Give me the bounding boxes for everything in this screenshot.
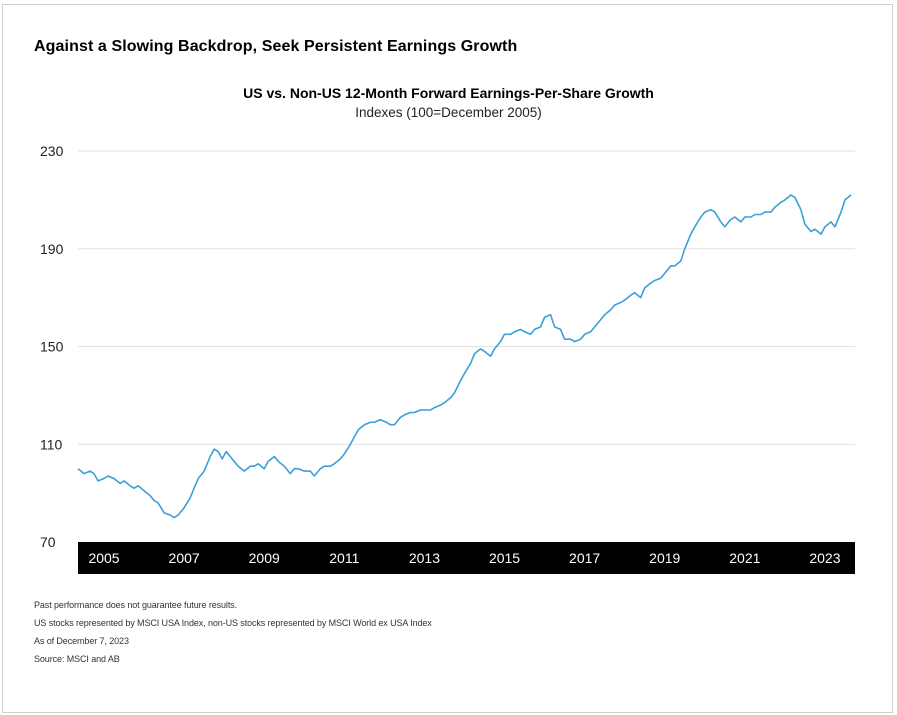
y-tick-label: 110 bbox=[40, 436, 63, 452]
series-line bbox=[77, 194, 852, 519]
x-tick-label: 2023 bbox=[809, 550, 840, 566]
y-tick-label: 70 bbox=[40, 534, 56, 550]
footnote-date: As of December 7, 2023 bbox=[34, 636, 129, 646]
x-tick-label: 2019 bbox=[649, 550, 680, 566]
x-tick-label: 2005 bbox=[88, 550, 119, 566]
y-tick-label: 150 bbox=[40, 339, 64, 355]
x-tick-label: 2011 bbox=[329, 550, 359, 566]
chart-title: US vs. Non-US 12-Month Forward Earnings-… bbox=[243, 85, 654, 101]
x-tick-label: 2017 bbox=[569, 550, 600, 566]
footnote-source: Source: MSCI and AB bbox=[34, 654, 120, 664]
x-tick-label: 2009 bbox=[249, 550, 280, 566]
x-tick-label: 2021 bbox=[729, 550, 760, 566]
footnotes: Past performance does not guarantee futu… bbox=[34, 596, 432, 668]
chart-frame bbox=[2, 4, 893, 713]
x-tick-label: 2007 bbox=[169, 550, 200, 566]
x-tick-label: 2013 bbox=[409, 550, 440, 566]
y-tick-label: 190 bbox=[40, 241, 64, 257]
x-tick-label: 2015 bbox=[489, 550, 520, 566]
chart-subtitle: Indexes (100=December 2005) bbox=[355, 105, 542, 120]
x-axis-band bbox=[78, 542, 855, 574]
y-tick-label: 230 bbox=[40, 143, 64, 159]
footnote-indexes: US stocks represented by MSCI USA Index,… bbox=[34, 618, 432, 628]
footnote-disclaimer: Past performance does not guarantee futu… bbox=[34, 600, 238, 610]
headline: Against a Slowing Backdrop, Seek Persist… bbox=[34, 38, 518, 55]
